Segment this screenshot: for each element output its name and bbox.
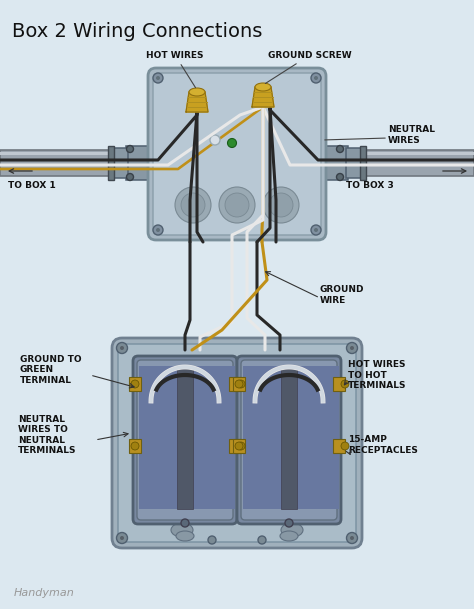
Circle shape	[237, 380, 245, 388]
Bar	[229, 377, 241, 391]
Circle shape	[235, 380, 243, 388]
Circle shape	[346, 532, 357, 543]
Circle shape	[225, 193, 249, 217]
FancyBboxPatch shape	[137, 360, 233, 520]
Circle shape	[208, 536, 216, 544]
Circle shape	[156, 76, 160, 80]
FancyBboxPatch shape	[133, 356, 237, 524]
Bar	[333, 439, 345, 453]
FancyBboxPatch shape	[241, 360, 337, 520]
Bar	[193, 366, 235, 509]
Bar	[233, 377, 245, 391]
Bar	[129, 377, 141, 391]
Text: GROUND TO
GREEN
TERMINAL: GROUND TO GREEN TERMINAL	[20, 355, 82, 385]
Ellipse shape	[176, 531, 194, 541]
Text: NEUTRAL
WIRES TO
NEUTRAL
TERMINALS: NEUTRAL WIRES TO NEUTRAL TERMINALS	[18, 415, 76, 455]
Circle shape	[120, 346, 124, 350]
Circle shape	[311, 73, 321, 83]
Circle shape	[120, 536, 124, 540]
Circle shape	[181, 519, 189, 527]
Text: NEUTRAL
WIRES: NEUTRAL WIRES	[388, 125, 435, 145]
Bar	[297, 366, 339, 509]
Bar	[177, 366, 193, 509]
Bar	[243, 366, 285, 509]
Circle shape	[341, 380, 349, 388]
Text: TO BOX 3: TO BOX 3	[346, 180, 394, 189]
Text: GROUND
WIRE: GROUND WIRE	[320, 285, 365, 304]
Circle shape	[235, 442, 243, 450]
FancyBboxPatch shape	[148, 68, 326, 240]
Circle shape	[311, 225, 321, 235]
Circle shape	[346, 342, 357, 353]
Bar	[229, 439, 241, 453]
Text: HOT WIRES
TO HOT
TERMINALS: HOT WIRES TO HOT TERMINALS	[348, 360, 407, 390]
Ellipse shape	[171, 523, 193, 537]
Text: 15-AMP
RECEPTACLES: 15-AMP RECEPTACLES	[348, 435, 418, 455]
Bar	[139, 366, 181, 509]
Bar	[324, 146, 348, 180]
Circle shape	[341, 442, 349, 450]
Circle shape	[337, 146, 344, 152]
Circle shape	[269, 193, 293, 217]
Ellipse shape	[255, 83, 271, 91]
Circle shape	[131, 380, 139, 388]
Bar	[129, 439, 141, 453]
Bar	[360, 146, 366, 180]
Circle shape	[350, 536, 354, 540]
Circle shape	[258, 536, 266, 544]
Circle shape	[153, 225, 163, 235]
Bar	[233, 439, 245, 453]
Ellipse shape	[281, 523, 303, 537]
FancyBboxPatch shape	[153, 73, 321, 235]
Text: Box 2 Wiring Connections: Box 2 Wiring Connections	[12, 22, 263, 41]
Circle shape	[156, 228, 160, 232]
Bar	[108, 146, 114, 180]
Text: TO BOX 1: TO BOX 1	[8, 180, 56, 189]
Circle shape	[117, 342, 128, 353]
Polygon shape	[252, 87, 274, 107]
Ellipse shape	[189, 88, 205, 96]
Circle shape	[263, 187, 299, 223]
Bar	[0, 152, 150, 155]
Circle shape	[210, 135, 220, 145]
Circle shape	[228, 138, 237, 147]
Circle shape	[117, 532, 128, 543]
Text: GROUND SCREW: GROUND SCREW	[265, 51, 352, 83]
Circle shape	[314, 76, 318, 80]
Text: HOT WIRES: HOT WIRES	[146, 51, 204, 88]
Bar	[324, 150, 474, 176]
Text: Handyman: Handyman	[14, 588, 75, 598]
Bar	[333, 377, 345, 391]
Circle shape	[127, 174, 134, 180]
Bar	[324, 152, 474, 155]
Polygon shape	[186, 92, 208, 112]
FancyBboxPatch shape	[237, 356, 341, 524]
Circle shape	[153, 73, 163, 83]
Bar	[0, 150, 150, 176]
Bar	[126, 146, 150, 180]
Circle shape	[285, 519, 293, 527]
Circle shape	[181, 193, 205, 217]
Circle shape	[175, 187, 211, 223]
Circle shape	[314, 228, 318, 232]
Ellipse shape	[280, 531, 298, 541]
FancyBboxPatch shape	[118, 344, 356, 542]
Circle shape	[237, 442, 245, 450]
Circle shape	[350, 346, 354, 350]
Circle shape	[337, 174, 344, 180]
Circle shape	[219, 187, 255, 223]
FancyBboxPatch shape	[112, 338, 362, 548]
Bar	[281, 366, 297, 509]
Circle shape	[131, 442, 139, 450]
Circle shape	[127, 146, 134, 152]
Bar	[346, 148, 362, 178]
Bar	[112, 148, 128, 178]
